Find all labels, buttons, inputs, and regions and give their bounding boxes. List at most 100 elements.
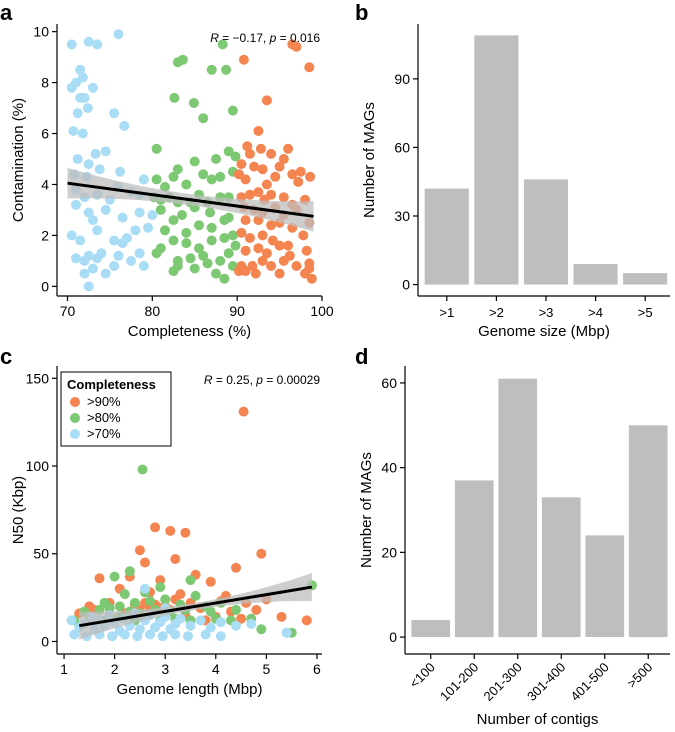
panel-a-point-80-0 [217, 39, 228, 50]
panel-b-x-axis-label: Genome size (Mbp) [478, 323, 610, 340]
panel-c-point-90-1 [150, 522, 161, 533]
panel-c-point-90-6 [140, 557, 150, 568]
panel-c-point-70-39 [200, 629, 211, 640]
panel-a-point-90-20 [261, 179, 272, 190]
panel-c-y-tick-label: 0 [41, 633, 49, 649]
panel-c-y-tick-label: 150 [26, 370, 50, 386]
panel-a-point-80-9 [151, 143, 162, 154]
panel-c-y-tick-label: 50 [33, 546, 49, 562]
panel-a-point-90-65 [250, 268, 261, 279]
panel-c-scatter: c 1 2 3 4 5 6 0 50 100 150 Genome length (Mbp) N50 … [0, 344, 322, 698]
panel-c-point-90-0 [238, 406, 249, 417]
panel-a-point-80-55 [215, 255, 226, 266]
panel-c-legend-title: Completeness [67, 377, 156, 392]
panel-c-stat-part: = 0.25, [213, 373, 257, 387]
panel-a-point-80-6 [188, 98, 199, 108]
panel-a-point-90-23 [305, 171, 316, 182]
panel-c-point-80-13 [145, 596, 155, 607]
panel-a-y-tick-label: 0 [41, 278, 49, 294]
panel-a-point-70-24 [115, 166, 126, 177]
panel-d-x-tick-label: >500 [624, 660, 655, 691]
panel-a-x-tick-label: 100 [310, 303, 334, 319]
panel-b-bar-4 [623, 273, 668, 285]
panel-a-point-80-37 [160, 225, 170, 236]
panel-a-point-80-47 [194, 243, 204, 254]
panel-a-point-70-52 [113, 250, 124, 261]
panel-c-point-70-33 [119, 629, 130, 640]
panel-c-letter: c [0, 344, 12, 369]
panel-a-point-70-49 [83, 250, 94, 261]
panel-d-bar-5 [628, 425, 668, 638]
panel-c-point-80-8 [160, 594, 171, 605]
panel-a-x-tick-label: 70 [60, 303, 76, 319]
panel-a-point-70-59 [83, 281, 94, 292]
panel-a-point-80-51 [151, 248, 162, 259]
panel-c-point-90-4 [134, 545, 145, 556]
panel-a-point-70-57 [100, 268, 111, 279]
panel-a-point-90-15 [274, 161, 285, 172]
panel-c-regression-line [78, 585, 313, 628]
panel-d-bar-4 [585, 535, 625, 637]
panel-c-x-tick-label: 5 [262, 661, 270, 677]
panel-a-point-80-13 [223, 146, 234, 157]
panel-a-point-80-56 [223, 248, 234, 259]
panel-b-letter: b [355, 0, 368, 25]
panel-c-point-70-40 [215, 631, 226, 642]
panel-a-point-90-61 [291, 261, 302, 271]
panel-a-point-70-11 [72, 108, 83, 119]
panel-c-point-90-12 [155, 575, 166, 586]
panel-a-stat-part: R [210, 31, 219, 45]
panel-a-point-80-32 [155, 204, 166, 215]
panel-c-point-90-5 [256, 548, 267, 559]
panel-a-point-70-44 [121, 233, 132, 243]
panel-b-y-tick-label: 90 [394, 71, 410, 87]
panel-b-x-tick-label: >3 [539, 305, 554, 320]
panel-a-y-tick-label: 8 [41, 75, 49, 91]
panel-c-point-80-12 [129, 597, 140, 608]
panel-a-point-90-9 [283, 143, 294, 154]
panel-a-point-70-33 [71, 199, 81, 210]
panel-a-point-90-5 [253, 126, 264, 136]
panel-a-point-70-41 [92, 225, 103, 236]
panel-a-point-70-54 [134, 248, 145, 259]
panel-a-point-80-19 [198, 169, 209, 180]
panel-a-letter: a [0, 0, 13, 25]
panel-c-point-90-38 [251, 604, 262, 615]
panel-c-point-90-3 [180, 527, 191, 538]
panel-a-point-90-58 [257, 255, 268, 266]
panel-a-point-80-58 [189, 263, 200, 274]
panel-a-regression-line [67, 181, 314, 218]
panel-a-point-70-2 [77, 72, 88, 83]
panel-c-point-80-5 [185, 575, 196, 586]
panel-c-point-70-37 [170, 629, 181, 640]
panel-b-bar-1 [474, 35, 519, 285]
panel-a-point-80-14 [230, 151, 241, 162]
panel-a-stat-part: = −0.17, [219, 31, 270, 45]
panel-c-point-80-0 [137, 464, 148, 475]
panel-c-point-80-26 [231, 604, 241, 615]
panel-c-point-90-2 [165, 525, 176, 536]
panel-a-point-70-37 [117, 212, 128, 223]
panel-c-point-80-2 [124, 566, 135, 577]
panel-a-point-90-8 [266, 148, 277, 159]
panel-a-point-90-4 [261, 95, 272, 106]
panel-a-point-70-40 [75, 235, 86, 246]
panel-a-point-90-14 [257, 164, 268, 175]
panel-a-point-90-28 [266, 189, 277, 200]
panel-c-legend-marker [70, 413, 80, 423]
panel-b-bar-2 [523, 179, 568, 285]
panel-c-legend-entry: >70% [87, 426, 121, 441]
panel-a-point-90-17 [295, 166, 306, 177]
panel-a-y-tick-label: 4 [41, 176, 49, 192]
panel-c-legend-entry: >80% [87, 410, 121, 425]
panel-c-point-70-21 [175, 613, 186, 624]
panel-a-point-90-50 [240, 245, 251, 256]
panel-b-bar-0 [424, 188, 469, 285]
panel-a-point-70-35 [87, 215, 98, 226]
panel-c-point-70-41 [140, 583, 150, 594]
panel-c-point-90-45 [236, 613, 247, 624]
panel-a-point-70-45 [130, 225, 141, 236]
panel-c-legend-marker [70, 429, 80, 439]
panel-c-point-70-38 [183, 631, 193, 642]
panel-d-x-axis-label: Number of contigs [477, 711, 599, 728]
